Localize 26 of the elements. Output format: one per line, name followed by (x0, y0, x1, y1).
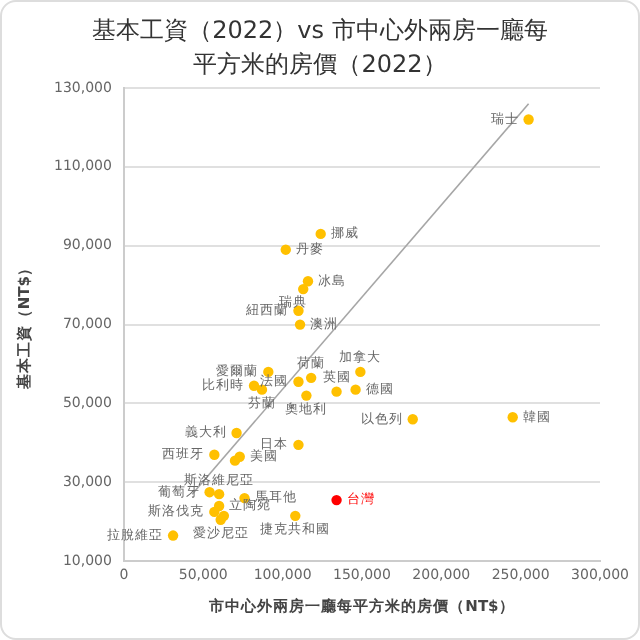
point (204, 486, 215, 498)
point (293, 376, 304, 387)
point (280, 244, 291, 255)
point (301, 390, 312, 401)
point (350, 384, 361, 395)
point (302, 276, 314, 287)
point (167, 530, 179, 541)
point (523, 114, 534, 125)
point (298, 283, 309, 295)
point (293, 439, 304, 451)
point (290, 510, 301, 522)
point (331, 494, 342, 506)
point (407, 414, 418, 425)
point (248, 380, 260, 391)
point (315, 228, 326, 240)
point (305, 372, 317, 384)
point (231, 427, 242, 439)
point (331, 386, 342, 397)
point (209, 449, 220, 460)
point (294, 319, 306, 330)
point (209, 506, 220, 518)
chart-title: 基本工資（2022）vs 市中心外兩房一廳每平方米的房價（2022） (90, 14, 550, 81)
point (229, 455, 241, 466)
point (355, 366, 366, 378)
point (213, 488, 225, 500)
point (507, 412, 518, 423)
